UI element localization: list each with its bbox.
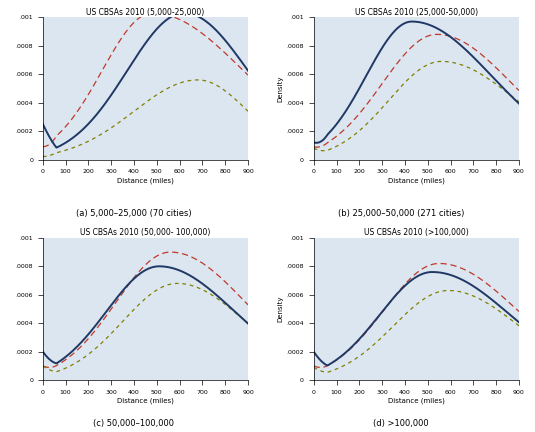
X-axis label: Distance (miles): Distance (miles) (388, 398, 445, 404)
Text: (c) 50,000–100,000: (c) 50,000–100,000 (93, 419, 174, 428)
Text: (d) >100,000: (d) >100,000 (373, 419, 429, 428)
Title: US CBSAs 2010 (>100,000): US CBSAs 2010 (>100,000) (364, 228, 469, 237)
Y-axis label: Density: Density (278, 75, 284, 102)
X-axis label: Distance (miles): Distance (miles) (117, 398, 174, 404)
Text: (b) 25,000–50,000 (271 cities): (b) 25,000–50,000 (271 cities) (338, 209, 464, 218)
Title: US CBSAs 2010 (25,000-50,000): US CBSAs 2010 (25,000-50,000) (355, 7, 478, 16)
Title: US CBSAs 2010 (50,000- 100,000): US CBSAs 2010 (50,000- 100,000) (80, 228, 211, 237)
Y-axis label: Density: Density (278, 296, 284, 322)
X-axis label: Distance (miles): Distance (miles) (117, 177, 174, 184)
Title: US CBSAs 2010 (5,000-25,000): US CBSAs 2010 (5,000-25,000) (86, 7, 204, 16)
X-axis label: Distance (miles): Distance (miles) (388, 177, 445, 184)
Text: (a) 5,000–25,000 (70 cities): (a) 5,000–25,000 (70 cities) (76, 209, 192, 218)
